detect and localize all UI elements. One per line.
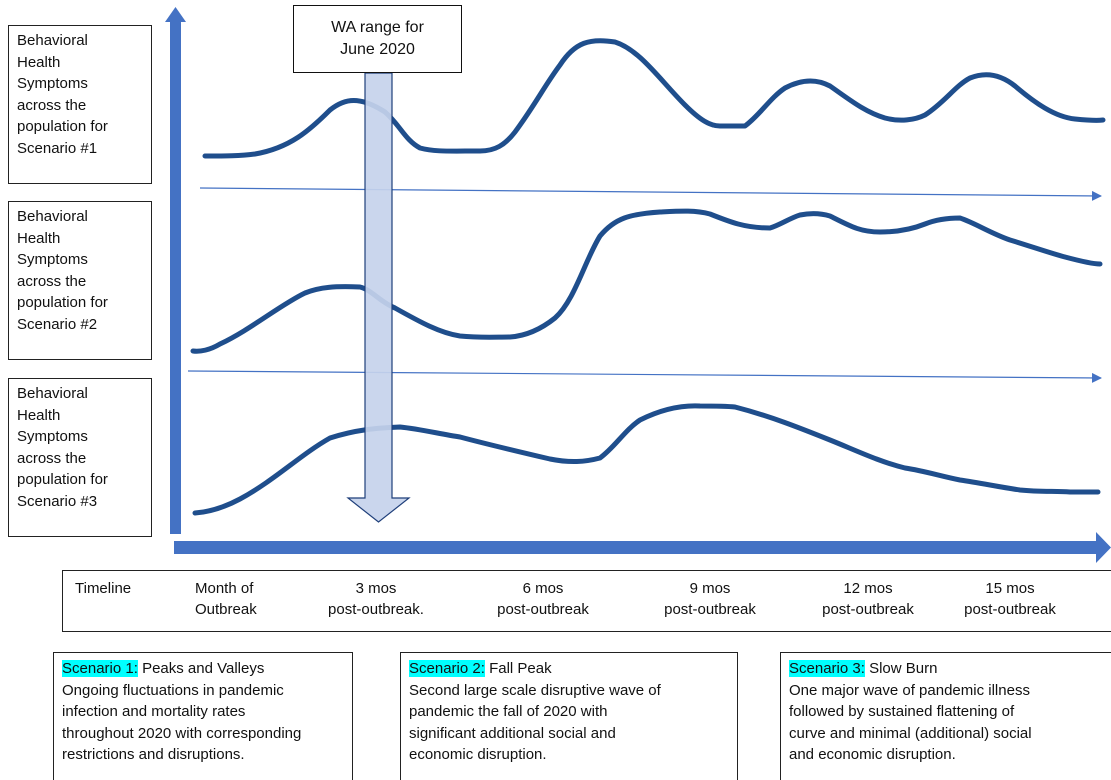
y-label-line: population for bbox=[17, 118, 108, 135]
scenario-desc-line: One major wave of pandemic illness bbox=[789, 681, 1030, 699]
y-label-scenario-3: Behavioral Health Symptoms across the po… bbox=[8, 378, 152, 537]
callout-line-2: June 2020 bbox=[340, 41, 415, 58]
timeline-tick-5: 15 mos post-outbreak bbox=[945, 578, 1075, 620]
tick-line-1: 3 mos bbox=[355, 580, 397, 597]
tick-line-2: post-outbreak bbox=[822, 601, 914, 618]
timeline-tick-0: Month of Outbreak bbox=[195, 578, 295, 620]
scenario-3-curve bbox=[192, 403, 1101, 516]
y-label-line: Symptoms bbox=[17, 251, 88, 268]
tick-line-1: 15 mos bbox=[985, 580, 1035, 597]
y-label-line: Health bbox=[17, 229, 61, 247]
scenario-name: Fall Peak bbox=[489, 660, 552, 677]
scenario-2-curve bbox=[190, 208, 1103, 354]
scenario-tag: Scenario 2: bbox=[409, 660, 485, 677]
scenario-desc-line: followed by sustained flattening of bbox=[789, 703, 1015, 720]
y-label-line: Scenario #3 bbox=[17, 492, 98, 510]
tick-line-1: 12 mos bbox=[843, 580, 893, 597]
tick-line-2: post-outbreak bbox=[964, 601, 1056, 618]
scenario-desc-line: restrictions and disruptions. bbox=[62, 746, 245, 763]
scenario-3-box: Scenario 3: Slow Burn One major wave of … bbox=[780, 652, 1111, 780]
scenario-name: Slow Burn bbox=[869, 660, 938, 677]
tick-line-2: Outbreak bbox=[195, 601, 257, 618]
separator-arrow-2 bbox=[187, 370, 1102, 383]
scenario-diagram bbox=[165, 7, 1111, 563]
scenario-tag: Scenario 3: bbox=[789, 660, 865, 677]
scenario-desc-line: throughout 2020 with corresponding bbox=[62, 724, 302, 742]
y-axis-arrowhead-icon bbox=[165, 7, 186, 22]
timeline-box: Timeline Month of Outbreak 3 mos post-ou… bbox=[62, 570, 1111, 632]
scenario-2-box: Scenario 2: Fall Peak Second large scale… bbox=[400, 652, 738, 780]
y-label-line: across the bbox=[17, 96, 87, 114]
y-label-line: across the bbox=[17, 449, 87, 467]
y-label-scenario-1: Behavioral Health Symptoms across the po… bbox=[8, 25, 152, 184]
timeline-tick-1: 3 mos post-outbreak. bbox=[311, 578, 441, 620]
scenario-heading: Scenario 1: Peaks and Valleys bbox=[62, 658, 344, 680]
y-label-scenario-2: Behavioral Health Symptoms across the po… bbox=[8, 201, 152, 360]
scenario-desc-line: curve and minimal (additional) social bbox=[789, 724, 1032, 742]
scenario-desc-line: significant additional social and bbox=[409, 724, 616, 742]
y-label-line: Behavioral bbox=[17, 32, 88, 49]
tick-line-2: post-outbreak bbox=[497, 601, 589, 618]
timeline-tick-3: 9 mos post-outbreak bbox=[645, 578, 775, 620]
separator-arrow-1 bbox=[199, 187, 1102, 201]
scenario-desc-line: infection and mortality rates bbox=[62, 703, 246, 720]
y-label-line: across the bbox=[17, 272, 87, 290]
scenario-desc-line: pandemic the fall of 2020 with bbox=[409, 703, 608, 720]
y-label-line: Behavioral bbox=[17, 385, 88, 402]
timeline-title: Timeline bbox=[75, 580, 132, 597]
tick-line-2: post-outbreak bbox=[664, 601, 756, 618]
y-label-line: Health bbox=[17, 53, 61, 71]
tick-line-2: post-outbreak. bbox=[328, 601, 424, 618]
scenario-desc-line: economic disruption. bbox=[409, 746, 547, 763]
tick-line-1: Month of bbox=[195, 580, 254, 597]
tick-line-1: 9 mos bbox=[689, 580, 731, 597]
y-label-line: population for bbox=[17, 471, 108, 488]
tick-line-1: 6 mos bbox=[522, 580, 564, 597]
y-label-line: Behavioral bbox=[17, 208, 88, 225]
y-label-line: Symptoms bbox=[17, 75, 88, 92]
scenario-desc-line: and economic disruption. bbox=[789, 746, 956, 763]
y-axis-shaft bbox=[170, 20, 181, 534]
y-label-line: Scenario #2 bbox=[17, 315, 98, 333]
scenario-heading: Scenario 2: Fall Peak bbox=[409, 658, 729, 680]
x-axis-arrowhead-icon bbox=[1096, 532, 1111, 563]
y-label-line: population for bbox=[17, 294, 108, 311]
scenario-tag: Scenario 1: bbox=[62, 660, 138, 677]
timeline-tick-2: 6 mos post-outbreak bbox=[478, 578, 608, 620]
wa-range-arrow bbox=[346, 72, 411, 523]
scenario-name: Peaks and Valleys bbox=[142, 660, 265, 677]
x-axis-shaft bbox=[174, 541, 1098, 554]
scenario-desc-line: Ongoing fluctuations in pandemic bbox=[62, 681, 284, 699]
wa-range-callout: WA range for June 2020 bbox=[293, 5, 462, 73]
scenario-desc-line: Second large scale disruptive wave of bbox=[409, 681, 661, 699]
y-label-line: Symptoms bbox=[17, 428, 88, 445]
timeline-tick-4: 12 mos post-outbreak bbox=[803, 578, 933, 620]
callout-line-1: WA range for bbox=[331, 19, 424, 36]
y-label-line: Scenario #1 bbox=[17, 139, 98, 157]
y-label-line: Health bbox=[17, 406, 61, 424]
scenario-1-box: Scenario 1: Peaks and Valleys Ongoing fl… bbox=[53, 652, 353, 780]
scenario-heading: Scenario 3: Slow Burn bbox=[789, 658, 1103, 680]
